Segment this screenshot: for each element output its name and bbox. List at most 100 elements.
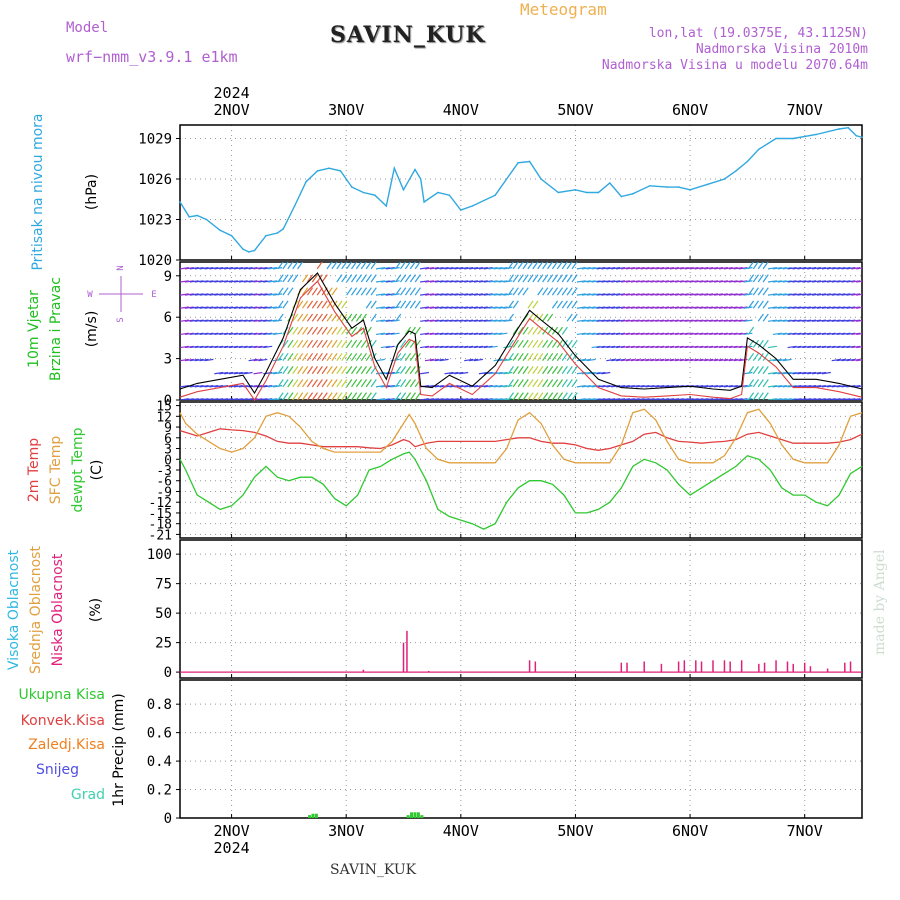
wind-barb [767,280,777,283]
wind-barb [306,392,314,400]
y-tick-label: 12 [156,410,172,425]
wind-barb [444,306,454,309]
wind-barb [224,345,234,349]
wind-barb [336,379,343,388]
wind-barb [258,345,268,349]
wind-barb [219,398,229,400]
wind-barb [537,379,544,388]
wind-barb [826,319,836,322]
wind-barb [404,326,412,335]
precip-legend-item: Ukupna Kisa [18,687,105,703]
wind-barb [821,371,831,375]
wind-barb [532,262,539,270]
wind-barb [273,332,283,336]
wind-barb [449,293,459,296]
wind-barb [650,293,660,296]
wind-barb [822,359,831,360]
wind-barb [724,373,733,374]
wind-barb [184,267,194,270]
day-label-top: 2NOV [214,101,250,119]
wind-barb [459,267,469,270]
pressure-point [219,229,221,232]
wind-barb [689,319,699,322]
wind-barb [512,339,519,348]
wind-barb [856,346,862,349]
wind-barb [576,280,586,283]
wind-barb [660,280,670,283]
pressure-point [586,191,588,194]
wind-barb [390,319,400,322]
wind-barb [351,287,358,296]
wind-barb [826,345,836,349]
wind-barb [302,392,309,400]
wind-barb [802,293,812,296]
wind-barb [640,267,650,270]
wind-barb [503,280,513,283]
wind-barb [282,262,289,270]
wind-barb [556,366,563,375]
wind-barb [400,262,407,270]
wind-barb [214,385,224,388]
wind-barb [405,314,410,321]
wind-barb [214,359,223,360]
wind-barb [537,352,544,362]
wind-barb [807,280,817,283]
wind-barb [723,398,733,400]
wind-barb [582,346,591,347]
wind-barb [204,293,214,296]
wind-barb [699,280,709,283]
wind-barb [302,313,309,322]
wind-barb [645,345,655,349]
pressure-point [253,249,256,252]
wind-barb [302,326,309,335]
wind-barb [346,326,353,335]
wind-barb [630,332,640,336]
wind-barb [420,306,430,309]
wind-barb [826,280,836,283]
model-elevation: Nadmorska Visina u modelu 2070.64m [601,58,868,73]
wind-barb [224,332,234,336]
wind-barb [297,339,304,348]
wind-barb [532,313,539,322]
wind-barb [434,358,444,362]
wind-barb [228,293,238,296]
wind-barb [821,306,831,309]
wind-barb [195,373,204,374]
wind-barb [228,345,238,349]
wind-barb [473,319,483,322]
wind-barb [385,345,395,349]
wind-barb [674,332,684,336]
wind-barb [219,267,229,270]
wind-barb [385,371,395,375]
wind-barb [311,392,318,400]
wind-barb [797,371,807,375]
wind-barb [229,359,238,360]
wind-barb [522,274,529,283]
wind-barb [326,326,333,335]
wind-barb [767,398,777,400]
wind-barb [714,345,724,349]
wind-barb [248,306,258,309]
wind-barb [311,274,318,283]
wind-barb [699,293,709,296]
wind-barb [439,280,449,283]
wind-barb [488,267,498,270]
wind-barb [326,262,333,270]
wind-barb [258,332,268,336]
wind-barb [263,293,273,296]
y-tick-label: 0.4 [147,754,172,770]
wind-barb [331,262,338,270]
wind-barb [826,398,836,400]
wind-barb [219,280,229,283]
wind-barb [488,319,498,322]
wind-barb [616,306,626,309]
wind-barb [782,371,792,375]
day-label-top: 3NOV [328,101,364,119]
y-tick-label: 0.6 [147,726,172,742]
wind-barb [321,366,328,375]
wind-barb [650,306,660,309]
cloud-axis-label: Niska Oblacnost [50,553,66,666]
wind-barb [699,385,709,388]
wind-barb [478,332,488,336]
wind-barb [669,280,679,283]
